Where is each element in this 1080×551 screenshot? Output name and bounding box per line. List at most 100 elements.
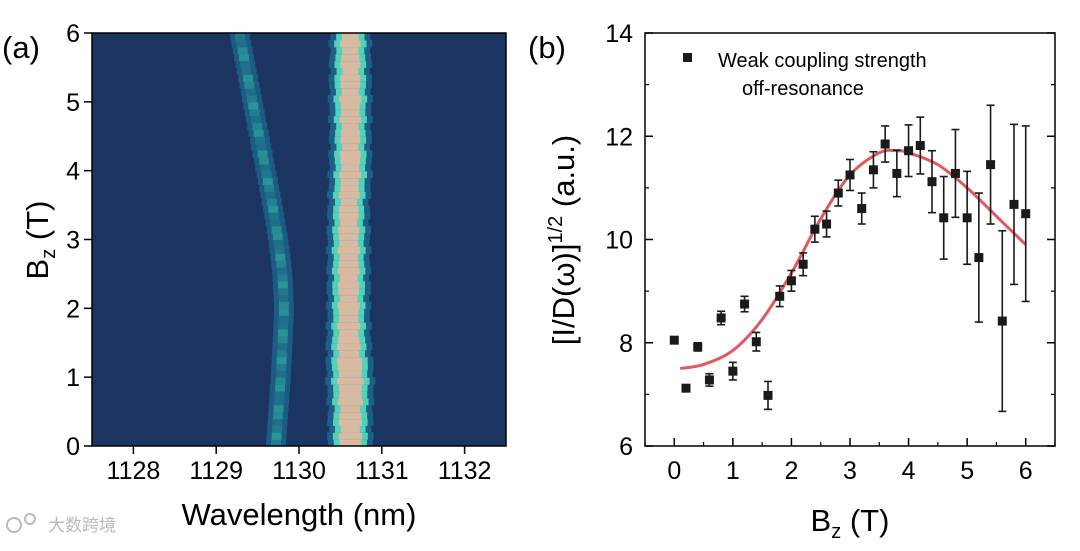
heatmap-cell-weak [240, 60, 251, 69]
data-point [775, 291, 785, 301]
heatmap-cell-peak [339, 253, 358, 261]
heatmap-cell-peak [339, 294, 358, 303]
heatmap-cell-weak [258, 156, 269, 165]
scatter-y-tick-label: 12 [605, 123, 633, 151]
scatter-y-label-unit: (a.u.) [546, 135, 581, 216]
heatmap-cell-peak [340, 177, 359, 186]
heatmap-cell-peak [339, 150, 361, 158]
heatmap-x-tick-label: 1131 [355, 457, 409, 485]
heatmap-cell-weak [252, 122, 263, 130]
heatmap-cell-weak-glow [264, 211, 285, 220]
heatmap-cell-weak [274, 246, 285, 254]
scatter-y-tick-label: 10 [605, 227, 633, 255]
heatmap-cell-weak [275, 377, 286, 385]
heatmap-cell-peak [337, 397, 363, 406]
heatmap-cell-peak [337, 342, 361, 351]
heatmap-y-tick-label: 2 [66, 295, 80, 323]
heatmap-cell-weak-glow [255, 163, 276, 172]
heatmap-cell-weak [247, 94, 257, 103]
scatter-x-tick-label: 4 [902, 457, 916, 485]
scatter-x-label-main: B [811, 503, 832, 538]
heatmap-cell-peak [339, 349, 360, 358]
heatmap-cell-weak [262, 177, 273, 186]
data-point [857, 204, 867, 214]
heatmap-cell-peak [341, 108, 360, 117]
heatmap-cell-peak [339, 239, 358, 247]
heatmap-cell-weak-glow [230, 33, 250, 41]
heatmap-background [92, 33, 506, 446]
heatmap-cell-weak [239, 53, 249, 62]
heatmap-x-tick-label: 1132 [438, 457, 492, 485]
heatmap-cell-weak [274, 397, 285, 406]
heatmap-x-tick-label: 1130 [272, 457, 326, 485]
heatmap-cell-weak [273, 404, 284, 413]
heatmap-cell-weak [273, 411, 284, 420]
data-point [716, 313, 726, 323]
heatmap-cell-weak [257, 150, 268, 158]
data-point [822, 219, 832, 229]
heatmap-y-label-unit: (T) [20, 201, 55, 249]
heatmap-cell-weak [271, 225, 282, 234]
heatmap-cell-peak [339, 390, 362, 399]
heatmap-cell-weak [276, 349, 287, 358]
heatmap-cell-weak [277, 280, 288, 289]
watermark: 大数跨境 [6, 513, 116, 535]
heatmap-cell-peak [341, 88, 359, 96]
heatmap-cell-peak [342, 143, 359, 151]
heatmap-cell-peak [341, 163, 360, 172]
scatter-x-tick-label: 5 [960, 457, 974, 485]
heatmap-cell-peak [338, 384, 362, 392]
data-point [915, 141, 925, 151]
heatmap-cell-weak [276, 356, 287, 364]
panel-a-label: (a) [2, 30, 40, 65]
heatmap-cell-weak-glow [273, 287, 294, 296]
panel-a: (a) 1128 1129 1130 1131 1132 0 1 2 3 4 5 6 Waveleng… [2, 20, 507, 532]
heatmap-cell-weak [264, 184, 275, 192]
heatmap-cell-weak [278, 315, 289, 323]
heatmap-cell-weak-glow [269, 397, 289, 406]
data-point [681, 383, 691, 393]
data-point [810, 224, 820, 234]
heatmap-cell-weak [254, 136, 265, 144]
scatter-y-label: [I/D(ω)]1/2 (a.u.) [545, 135, 581, 345]
heatmap-cell-weak-glow [267, 425, 287, 433]
heatmap-cell-weak [275, 253, 286, 261]
heatmap-cell-weak [272, 232, 283, 241]
scatter-x-label-sub: z [831, 521, 841, 543]
heatmap-cell-weak [278, 294, 289, 303]
heatmap-y-label: Bz (T) [20, 201, 60, 280]
heatmap-cell-weak [269, 211, 280, 220]
heatmap-cell-weak [261, 170, 272, 179]
data-point [1009, 199, 1019, 209]
heatmap-cell-peak [338, 418, 362, 426]
heatmap-cell-peak [339, 439, 362, 446]
heatmap-cell-peak [337, 322, 361, 330]
data-point [927, 177, 937, 187]
heatmap-cell-peak [339, 170, 362, 179]
scatter-y-tick-label: 8 [619, 330, 633, 358]
watermark-text: 大数跨境 [48, 516, 116, 535]
heatmap-y-label-main: B [20, 259, 55, 280]
heatmap-cell-peak [341, 53, 360, 62]
heatmap-cell-weak [273, 239, 284, 247]
heatmap-cell-peak [340, 60, 361, 69]
heatmap-cell-peak [342, 122, 359, 130]
scatter-points [669, 104, 1031, 413]
data-point [798, 259, 808, 269]
heatmap-cell-peak [340, 136, 361, 144]
data-point [845, 170, 855, 180]
heatmap-cell-peak [337, 246, 360, 254]
heatmap-y-tick-label: 0 [66, 433, 80, 461]
heatmap-cell-weak [277, 335, 288, 344]
heatmap-cell-weak [278, 308, 289, 316]
heatmap-cell-weak [265, 191, 276, 199]
watermark-logo-icon [6, 517, 22, 533]
heatmap-cell-peak [338, 432, 363, 440]
heatmap-y-tick-label: 3 [66, 227, 80, 255]
heatmap-cell-peak [340, 404, 361, 413]
heatmap-cell-weak [245, 88, 256, 96]
heatmap-axes: 1128 1129 1130 1131 1132 0 1 2 3 4 5 6 [66, 20, 491, 485]
heatmap-cell-weak-glow [273, 322, 294, 330]
